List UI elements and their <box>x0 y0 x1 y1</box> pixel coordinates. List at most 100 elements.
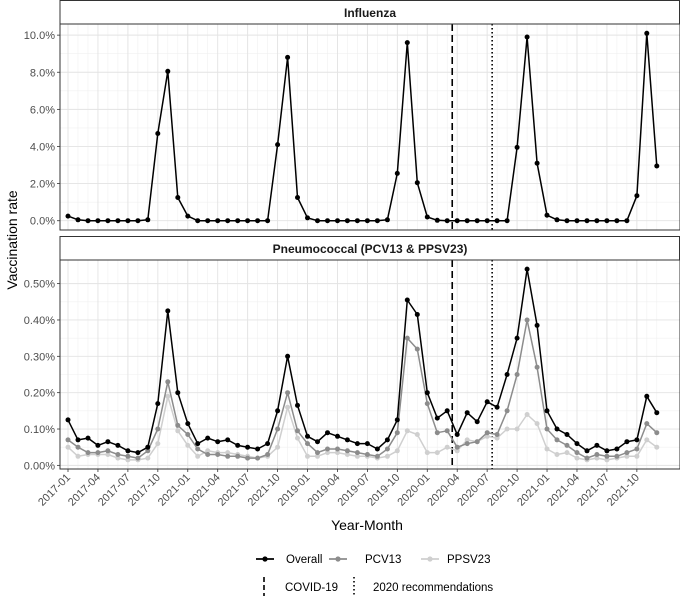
data-point-pcv13 <box>135 455 141 461</box>
data-point-pcv13 <box>235 453 241 459</box>
data-point-overall <box>414 312 420 317</box>
data-point-overall <box>534 160 540 166</box>
data-point-ppsv23 <box>305 453 310 459</box>
data-point-pcv13 <box>534 364 540 370</box>
data-point-pcv13 <box>95 450 101 456</box>
data-point-overall <box>524 34 530 40</box>
y-tick-label: 2.0% <box>30 179 55 191</box>
data-point-ppsv23 <box>195 453 201 459</box>
data-point-overall <box>275 408 281 414</box>
data-point-pcv13 <box>624 450 630 456</box>
data-point-overall <box>175 195 181 200</box>
legend-label-ppsv23: PPSV23 <box>447 554 490 566</box>
data-point-ppsv23 <box>644 437 650 443</box>
data-point-overall <box>594 442 600 448</box>
data-point-overall <box>564 218 570 224</box>
data-point-pcv13 <box>155 426 161 432</box>
data-point-pcv13 <box>335 446 340 452</box>
data-point-ppsv23 <box>105 452 111 457</box>
x-tick-label: 2021-10 <box>605 472 642 509</box>
legend: Overall PCV13 PPSV23 COVID-19 2020 recom… <box>256 554 493 596</box>
data-point-overall <box>454 218 460 224</box>
data-point-ppsv23 <box>454 448 460 454</box>
data-point-ppsv23 <box>295 435 300 441</box>
data-point-pcv13 <box>275 426 281 432</box>
data-point-overall <box>654 410 660 416</box>
data-point-overall <box>85 218 91 224</box>
data-point-overall <box>285 353 291 359</box>
data-point-overall <box>624 218 630 224</box>
y-tick-label: 6.0% <box>30 104 55 116</box>
data-point-overall <box>225 437 231 443</box>
data-point-overall <box>315 439 320 445</box>
data-point-overall <box>105 218 111 224</box>
data-point-overall <box>145 444 151 450</box>
data-point-overall <box>135 450 141 456</box>
data-point-overall <box>394 417 400 423</box>
data-point-ppsv23 <box>175 428 181 434</box>
data-point-ppsv23 <box>624 453 630 459</box>
data-point-overall <box>454 432 460 437</box>
data-point-overall <box>235 218 241 224</box>
data-point-overall <box>404 40 410 46</box>
data-point-overall <box>464 218 470 224</box>
data-point-pcv13 <box>494 432 500 437</box>
panel-title-pneumococcal-pcv13-ppsv23: Pneumococcal (PCV13 & PPSV23) <box>273 242 468 256</box>
series-pcv13 <box>65 317 660 461</box>
data-point-overall <box>424 390 430 396</box>
data-point-pcv13 <box>374 453 380 459</box>
y-tick-label: 0.50% <box>24 279 55 291</box>
y-tick-label: 0.20% <box>24 388 55 400</box>
data-point-overall <box>364 441 370 447</box>
data-point-overall <box>155 131 161 136</box>
data-point-ppsv23 <box>464 437 470 443</box>
data-point-overall <box>95 442 101 448</box>
data-point-overall <box>95 218 101 224</box>
data-point-ppsv23 <box>335 450 340 456</box>
y-tick-label: 0.00% <box>24 460 55 472</box>
data-point-overall <box>614 218 620 224</box>
data-point-pcv13 <box>644 421 650 427</box>
data-point-overall <box>554 217 560 223</box>
data-point-overall <box>195 441 201 447</box>
data-point-overall <box>295 195 300 200</box>
data-point-overall <box>275 142 281 148</box>
data-point-ppsv23 <box>145 455 151 461</box>
data-point-overall <box>484 399 490 405</box>
data-point-overall <box>524 266 530 272</box>
series-overall <box>65 30 660 224</box>
y-tick-label: 0.10% <box>24 424 55 436</box>
data-point-ppsv23 <box>494 435 500 441</box>
data-point-ppsv23 <box>604 457 610 463</box>
data-point-ppsv23 <box>634 453 640 459</box>
data-point-ppsv23 <box>554 452 560 457</box>
data-point-overall <box>584 218 590 224</box>
data-point-overall <box>315 218 320 224</box>
y-tick-label: 0.0% <box>30 216 55 228</box>
legend-key-pcv13-point <box>335 556 341 562</box>
data-point-ppsv23 <box>285 404 291 410</box>
data-point-pcv13 <box>434 430 440 436</box>
data-point-overall <box>125 218 131 224</box>
data-point-pcv13 <box>474 439 480 445</box>
data-point-overall <box>344 218 350 224</box>
data-point-overall <box>424 214 430 220</box>
data-point-pcv13 <box>414 346 420 352</box>
data-point-overall <box>484 218 490 224</box>
data-point-pcv13 <box>75 444 81 450</box>
data-point-overall <box>564 432 570 437</box>
data-point-overall <box>105 439 111 445</box>
data-point-overall <box>85 435 91 441</box>
data-point-overall <box>374 218 380 224</box>
data-point-pcv13 <box>65 437 71 443</box>
data-point-pcv13 <box>245 455 251 461</box>
data-point-overall <box>185 421 191 427</box>
data-point-pcv13 <box>115 452 121 457</box>
data-point-ppsv23 <box>424 450 430 456</box>
data-point-overall <box>544 212 550 218</box>
legend-key-ppsv23-point <box>427 556 433 562</box>
data-point-overall <box>464 410 470 416</box>
data-point-pcv13 <box>574 450 580 456</box>
data-point-pcv13 <box>255 455 261 461</box>
